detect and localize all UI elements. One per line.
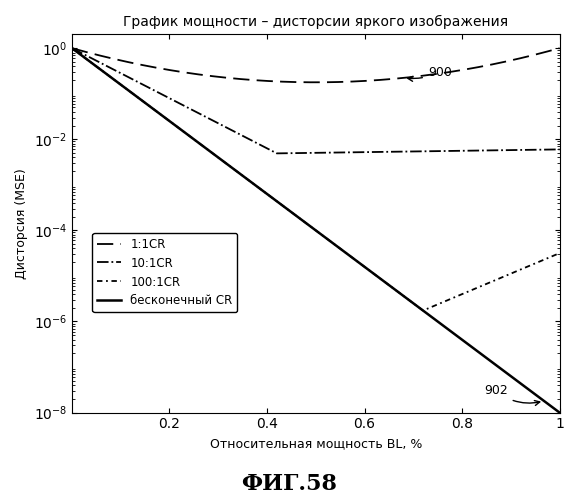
- Legend: 1:1CR, 10:1CR, 100:1CR, бесконечный CR: 1:1CR, 10:1CR, 100:1CR, бесконечный CR: [93, 233, 237, 312]
- Text: 900: 900: [408, 66, 452, 82]
- X-axis label: Относительная мощность BL, %: Относительная мощность BL, %: [210, 437, 422, 450]
- Text: ФИГ.58: ФИГ.58: [241, 473, 338, 495]
- Text: 902: 902: [484, 384, 540, 406]
- Title: График мощности – дисторсии яркого изображения: График мощности – дисторсии яркого изобр…: [123, 15, 508, 29]
- Y-axis label: Дисторсия (MSE): Дисторсия (MSE): [15, 168, 28, 279]
